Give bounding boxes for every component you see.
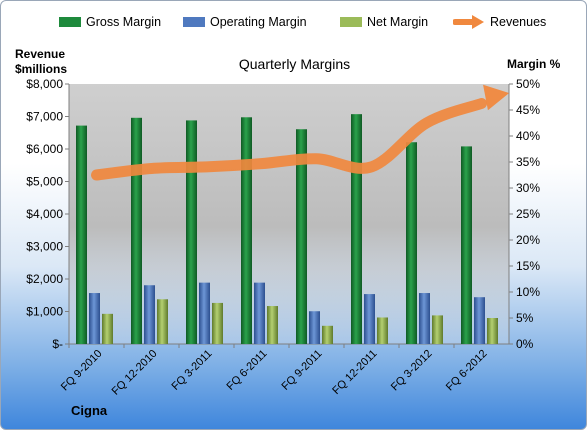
right-tick-label: 20% <box>516 233 540 247</box>
legend-arrow-icon <box>453 15 484 29</box>
operating-margin-bar <box>419 293 430 344</box>
gross-margin-bar <box>351 114 362 344</box>
legend-label-net-margin: Net Margin <box>367 15 429 29</box>
x-tick-label: FQ 6-2012 <box>444 348 490 394</box>
gross-margin-bar <box>131 117 142 344</box>
left-tick-label: $5,000 <box>26 175 63 189</box>
net-margin-bar <box>322 325 333 344</box>
net-margin-bar <box>432 315 443 344</box>
gross-margin-bar <box>406 142 417 344</box>
net-margin-bar <box>212 302 223 344</box>
legend: Gross Margin Operating Margin Net Margin… <box>1 15 586 37</box>
gross-margin-bar <box>296 129 307 344</box>
left-tick-label: $1,000 <box>26 305 63 319</box>
x-tick-label: FQ 9-2011 <box>280 348 325 393</box>
right-tick-label: 45% <box>516 103 540 117</box>
left-tick-label: $- <box>52 337 63 351</box>
net-margin-bar <box>487 318 498 344</box>
left-tick-label: $3,000 <box>26 240 63 254</box>
left-axis-title: Revenue $millions <box>15 47 67 77</box>
right-tick-label: 0% <box>516 337 534 351</box>
right-tick-label: 15% <box>516 259 540 273</box>
x-tick-label: FQ 12-2011 <box>330 348 379 397</box>
operating-margin-bar <box>309 311 320 344</box>
right-axis-title: Margin % <box>507 57 561 71</box>
gross-margin-bar <box>461 146 472 344</box>
operating-margin-bar <box>474 297 485 344</box>
right-tick-label: 40% <box>516 129 540 143</box>
legend-item-gross-margin: Gross Margin <box>59 15 161 29</box>
right-tick-label: 35% <box>516 155 540 169</box>
legend-item-net-margin: Net Margin <box>340 15 428 29</box>
operating-margin-bar <box>89 293 100 344</box>
right-tick-label: 50% <box>516 77 540 91</box>
chart-title: Quarterly Margins <box>238 56 351 72</box>
x-tick-label: FQ 6-2011 <box>225 348 270 393</box>
net-margin-bar <box>377 317 388 344</box>
operating-margin-bar <box>144 285 155 344</box>
x-tick-label: FQ 12-2010 <box>110 348 160 398</box>
right-tick-label: 10% <box>516 285 540 299</box>
net-margin-bar <box>157 299 168 344</box>
left-tick-label: $6,000 <box>26 142 63 156</box>
company-label: Cigna <box>71 403 108 418</box>
legend-swatch-gross-margin <box>59 17 81 27</box>
left-tick-label: $4,000 <box>26 207 63 221</box>
legend-swatch-net-margin <box>340 17 362 27</box>
x-tick-label: FQ 3-2011 <box>170 348 215 393</box>
left-tick-label: $7,000 <box>26 110 63 124</box>
legend-item-operating-margin: Operating Margin <box>183 15 307 29</box>
gross-margin-bar <box>76 125 87 344</box>
legend-swatch-operating-margin <box>183 17 205 27</box>
left-tick-label: $2,000 <box>26 272 63 286</box>
right-tick-label: 5% <box>516 311 534 325</box>
operating-margin-bar <box>199 282 210 344</box>
legend-item-revenues: Revenues <box>453 15 546 29</box>
right-tick-label: 30% <box>516 181 540 195</box>
legend-label-operating-margin: Operating Margin <box>210 15 307 29</box>
x-tick-label: FQ 3-2012 <box>389 348 435 394</box>
legend-label-gross-margin: Gross Margin <box>86 15 162 29</box>
gross-margin-bar <box>241 117 252 344</box>
legend-label-revenues: Revenues <box>490 15 547 29</box>
net-margin-bar <box>267 306 278 344</box>
left-axis-title-line1: Revenue <box>15 47 66 61</box>
left-axis-title-line2: $millions <box>15 62 68 76</box>
operating-margin-bar <box>254 282 265 344</box>
revenues-line <box>91 98 487 181</box>
operating-margin-bar <box>364 294 375 344</box>
right-tick-label: 25% <box>516 207 540 221</box>
net-margin-bar <box>102 313 113 344</box>
revenues-arrowhead <box>483 84 510 111</box>
gross-margin-bar <box>186 120 197 345</box>
x-tick-label: FQ 9-2010 <box>59 348 105 394</box>
left-tick-label: $8,000 <box>26 77 63 91</box>
plot-area <box>69 84 509 344</box>
